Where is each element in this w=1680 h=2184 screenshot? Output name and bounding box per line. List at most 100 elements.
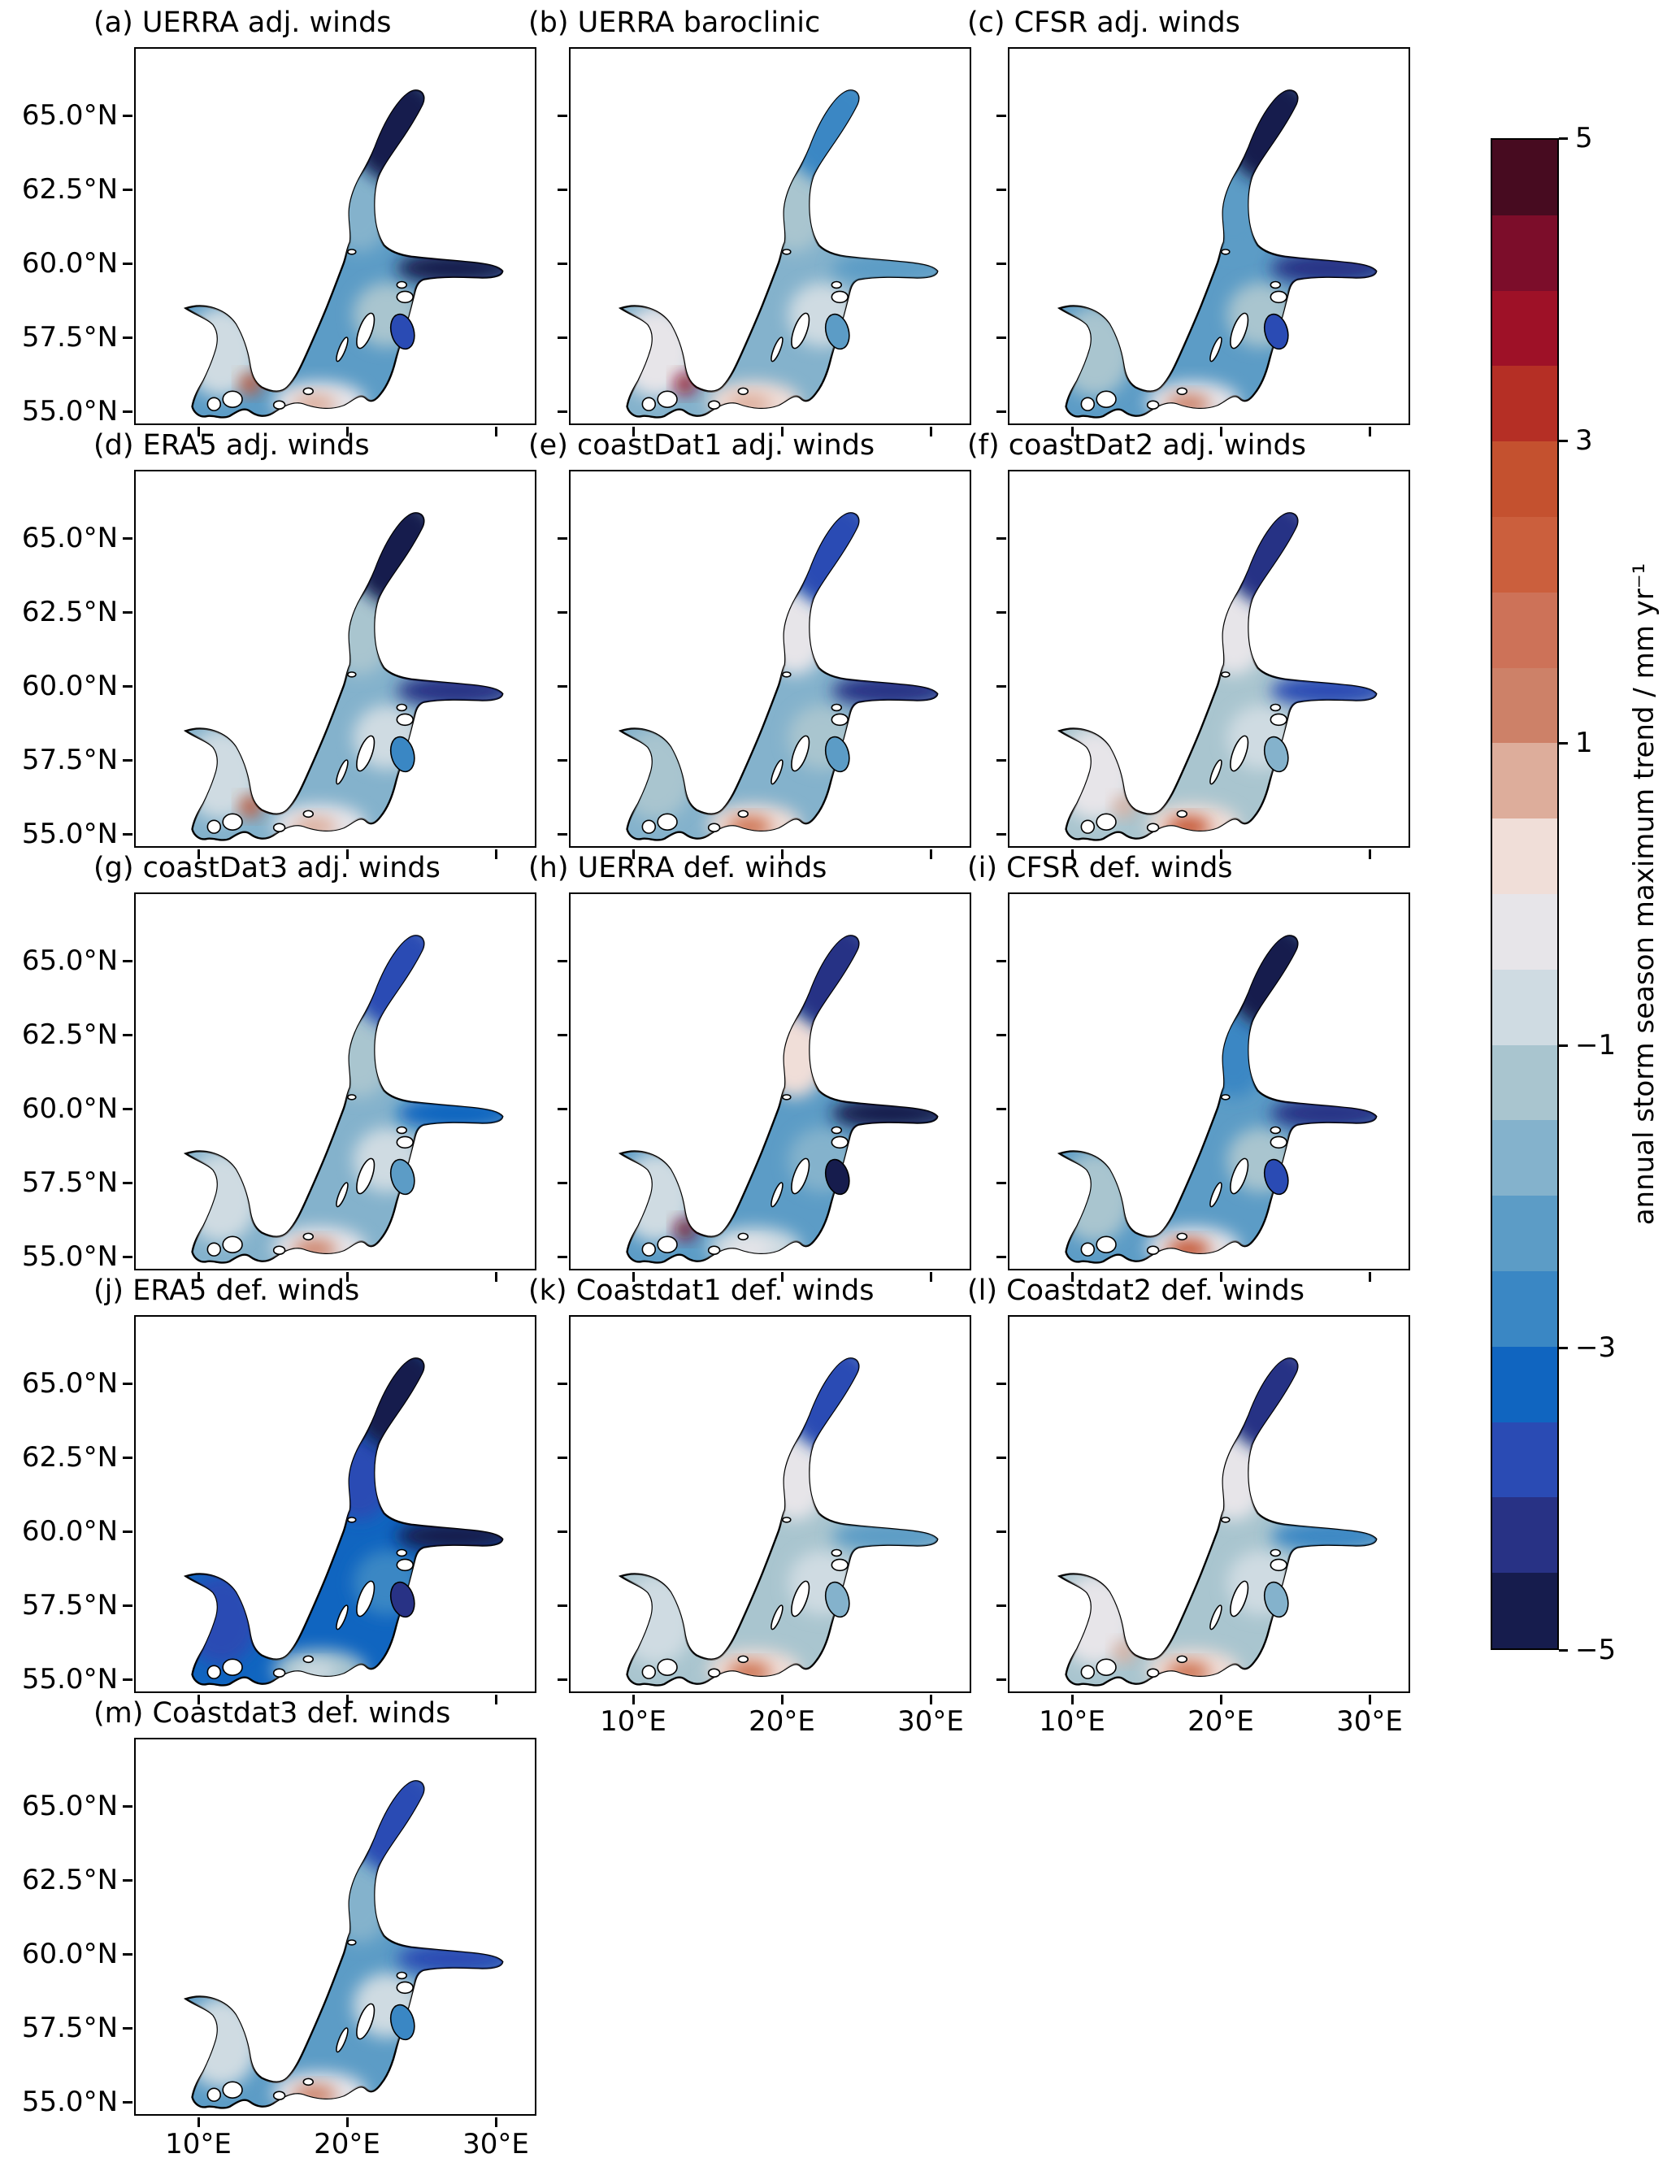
trend-region-denmark (1113, 796, 1135, 818)
colorbar-segment (1492, 667, 1557, 744)
y-tick-mark (558, 1182, 567, 1184)
x-tick-mark (1220, 1695, 1222, 1704)
y-tick-mark (996, 410, 1006, 413)
y-tick-label: 57.5°N (21, 321, 118, 354)
y-tick-mark (558, 1604, 567, 1607)
map-panel-b (569, 47, 971, 425)
y-tick-mark (558, 759, 567, 762)
y-tick-mark (996, 1383, 1006, 1385)
x-tick-label: 20°E (749, 1705, 815, 1738)
trend-region-bothnia (762, 167, 827, 252)
y-tick-mark (558, 1108, 567, 1110)
x-tick-label: 30°E (897, 1705, 964, 1738)
colorbar-tick-label: 3 (1575, 424, 1593, 457)
trend-region-south_core (293, 1239, 336, 1261)
x-tick-mark (198, 849, 200, 859)
map-panel-g (134, 892, 536, 1270)
y-tick-mark (123, 1256, 132, 1258)
x-tick-mark (495, 427, 497, 436)
y-tick-label: 62.5°N (21, 1018, 118, 1051)
map-panel-m (134, 1738, 536, 2116)
y-tick-label: 60.0°N (21, 1092, 118, 1125)
baltic-sea-map (184, 1780, 504, 2109)
trend-region-south_core (727, 1661, 771, 1683)
trend-region-south_core (293, 1661, 336, 1683)
y-tick-mark (996, 685, 1006, 688)
x-tick-mark (632, 1695, 635, 1704)
trend-region-south_core (1166, 1239, 1210, 1261)
colorbar-segment (1492, 893, 1557, 970)
y-tick-mark (123, 1182, 132, 1184)
x-tick-mark (632, 427, 635, 436)
baltic-sea-map (1058, 935, 1378, 1264)
trend-region-south_core (727, 816, 771, 838)
y-tick-mark (123, 263, 132, 265)
trend-region-bothnia (328, 1858, 393, 1943)
x-tick-mark (930, 1272, 932, 1282)
panel-title-a: (a) UERRA adj. winds (93, 7, 392, 39)
y-tick-mark (123, 1805, 132, 1808)
trend-region-south_core (727, 393, 771, 415)
y-tick-mark (558, 410, 567, 413)
panel-title-e: (e) coastDat1 adj. winds (528, 429, 875, 462)
y-tick-mark (123, 1953, 132, 1956)
y-tick-mark (123, 2101, 132, 2104)
y-tick-mark (123, 833, 132, 836)
trend-region-bothnia (328, 590, 393, 675)
map-panel-k (569, 1315, 971, 1693)
x-tick-mark (495, 1695, 497, 1704)
y-tick-label: 62.5°N (21, 1864, 118, 1896)
panel-title-l: (l) Coastdat2 def. winds (967, 1274, 1304, 1307)
x-tick-mark (1071, 1272, 1074, 1282)
map-panel-d (134, 470, 536, 848)
y-tick-label: 65.0°N (21, 522, 118, 554)
colorbar-tick-mark (1559, 742, 1568, 745)
y-tick-mark (996, 1034, 1006, 1036)
y-tick-label: 57.5°N (21, 744, 118, 776)
x-tick-mark (1369, 1695, 1371, 1704)
y-tick-label: 57.5°N (21, 1589, 118, 1622)
colorbar-tick-label: 1 (1575, 727, 1593, 759)
y-tick-mark (558, 960, 567, 962)
y-tick-mark (996, 189, 1006, 191)
baltic-sea-map (1058, 1357, 1378, 1687)
panel-title-h: (h) UERRA def. winds (528, 852, 827, 884)
x-tick-mark (1071, 849, 1074, 859)
baltic-sea-map (1058, 512, 1378, 841)
x-tick-label: 20°E (1187, 1705, 1254, 1738)
trend-region-bothnia (328, 1013, 393, 1097)
x-tick-mark (781, 427, 784, 436)
colorbar-tick-label: −5 (1575, 1634, 1617, 1666)
y-tick-mark (123, 1034, 132, 1036)
x-tick-mark (198, 2117, 200, 2127)
y-tick-label: 55.0°N (21, 1663, 118, 1696)
x-tick-mark (632, 849, 635, 859)
x-tick-mark (346, 849, 349, 859)
y-tick-label: 60.0°N (21, 1938, 118, 1970)
y-tick-label: 55.0°N (21, 818, 118, 850)
trend-region-bothnia (1201, 1435, 1266, 1520)
panel-title-m: (m) Coastdat3 def. winds (93, 1697, 451, 1730)
y-tick-mark (996, 1108, 1006, 1110)
panel-title-b: (b) UERRA baroclinic (528, 7, 821, 39)
y-tick-mark (558, 1678, 567, 1681)
y-tick-mark (123, 1383, 132, 1385)
x-tick-mark (1220, 849, 1222, 859)
colorbar-segment (1492, 818, 1557, 894)
y-tick-mark (996, 263, 1006, 265)
y-tick-label: 60.0°N (21, 247, 118, 280)
y-tick-mark (558, 115, 567, 117)
x-tick-mark (781, 1695, 784, 1704)
trend-region-bothnia (1201, 1013, 1266, 1097)
colorbar-segment (1492, 516, 1557, 593)
colorbar-tick-label: −1 (1575, 1029, 1617, 1062)
y-tick-mark (996, 1531, 1006, 1533)
y-tick-mark (996, 337, 1006, 339)
colorbar-segment (1492, 1422, 1557, 1498)
y-tick-mark (996, 960, 1006, 962)
colorbar-segment (1492, 1196, 1557, 1271)
colorbar-segment (1492, 969, 1557, 1045)
x-tick-label: 10°E (1039, 1705, 1105, 1738)
y-tick-mark (558, 337, 567, 339)
colorbar-tick-mark (1559, 1044, 1568, 1047)
